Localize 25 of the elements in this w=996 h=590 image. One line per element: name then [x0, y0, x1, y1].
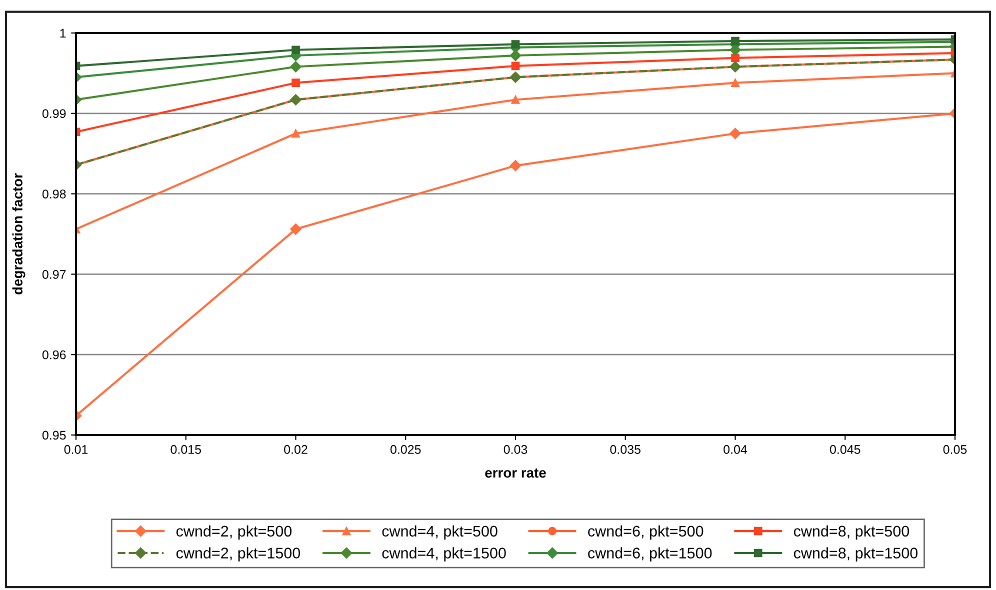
- legend-label: cwnd=8, pkt=1500: [794, 547, 918, 562]
- y-tick-label: 0.99: [42, 109, 66, 118]
- y-tick-label: 1: [60, 28, 66, 38]
- x-tick-label: 0.01: [64, 445, 88, 454]
- legend-label: cwnd=4, pkt=1500: [382, 547, 506, 562]
- x-tick-label: 0.015: [170, 445, 201, 454]
- y-axis-title: degradation factor: [12, 173, 26, 294]
- x-tick-label: 0.045: [830, 445, 860, 454]
- x-tick-label: 0.035: [610, 445, 640, 454]
- x-tick-label: 0.04: [724, 445, 748, 454]
- legend-label: cwnd=2, pkt=1500: [176, 547, 300, 562]
- x-tick-label: 0.025: [390, 445, 421, 454]
- legend-label: cwnd=2, pkt=500: [176, 525, 292, 540]
- y-tick-label: 0.95: [42, 430, 66, 440]
- y-tick-label: 0.97: [42, 270, 66, 279]
- legend-label: cwnd=6, pkt=1500: [588, 547, 712, 562]
- y-tick-label: 0.96: [42, 350, 66, 360]
- x-axis-title: error rate: [485, 468, 546, 478]
- x-tick-label: 0.03: [504, 445, 528, 454]
- x-tick-label: 0.05: [943, 445, 967, 454]
- x-tick-label: 0.02: [284, 445, 308, 454]
- legend-label: cwnd=4, pkt=500: [382, 525, 498, 540]
- y-tick-label: 0.98: [42, 190, 66, 198]
- legend-label: cwnd=8, pkt=500: [794, 525, 910, 540]
- legend-label: cwnd=6, pkt=500: [588, 525, 704, 540]
